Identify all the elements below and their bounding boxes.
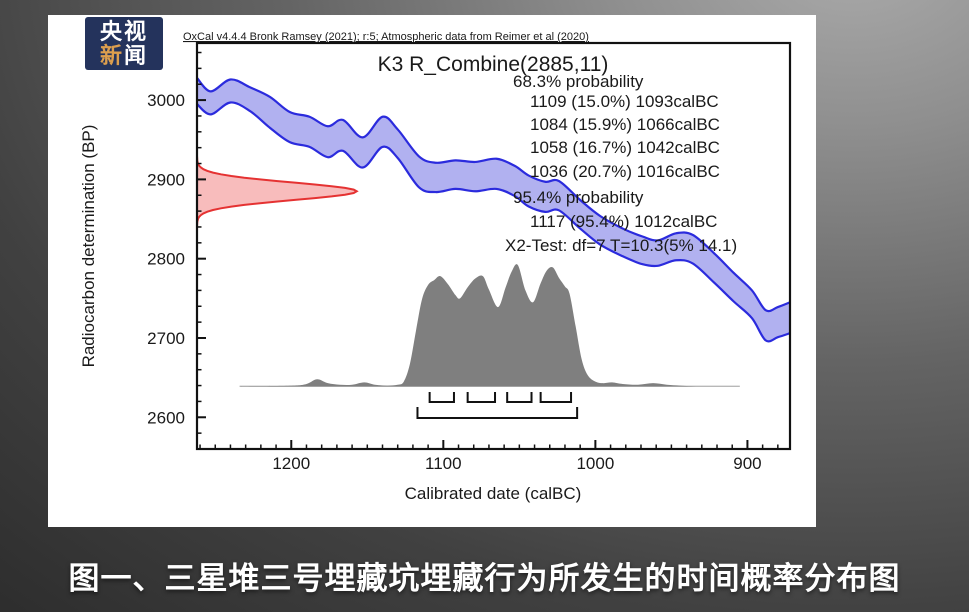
x-tick-label: 1100 [425,454,462,473]
calibration-band-fill [197,77,790,342]
posterior-distribution [239,264,733,387]
plot-frame-border [195,41,792,451]
attribution-text: OxCal v4.4.4 Bronk Ramsey (2021); r:5; A… [183,31,589,43]
probability-line: 1109 (15.0%) 1093calBC [530,92,719,111]
y-tick-label: 2900 [147,170,185,189]
chart-canvas: 1200 1100 1000 900 3000 2900 2800 2700 2600 OxCa… [48,15,816,527]
radiocarbon-likelihood [197,156,359,227]
plot-clip-group [197,77,790,388]
cctv-news-logo: 央视 新闻 [85,17,163,70]
probability-line: 68.3% probability [513,72,644,91]
probability-line: 1058 (16.7%) 1042calBC [530,138,720,157]
range-bracket-95 [416,407,579,419]
chart-title: K3 R_Combine(2885,11) [378,53,609,76]
range-bracket-68 [466,392,497,403]
y-tick-label: 2700 [147,329,185,348]
x-tick-label: 900 [733,454,761,473]
probability-line: X2-Test: df=7 T=10.3(5% 14.1) [505,236,737,255]
logo-row1: 央视 [99,18,148,44]
probability-line: 1117 (95.4%) 1012calBC [530,212,717,231]
x-axis-label: Calibrated date (calBC) [405,484,582,503]
y-axis-label: Radiocarbon determination (BP) [79,125,98,368]
logo-rest-char: 闻 [124,42,149,68]
range-bracket-68 [539,392,573,403]
y-tick-label: 2600 [147,408,185,427]
x-tick-label: 1200 [272,454,310,473]
y-tick-label: 2800 [147,250,185,269]
x-tick-label: 1000 [576,454,614,473]
calibration-band-bottom-edge [197,101,790,343]
plot-layers: 1200 1100 1000 900 3000 2900 2800 2700 2600 [147,41,792,473]
probability-line: 95.4% probability [513,188,644,207]
probability-line: 1036 (20.7%) 1016calBC [530,162,720,181]
oxcal-chart: 1200 1100 1000 900 3000 2900 2800 2700 2600 OxCa… [79,31,792,503]
logo-accent-char: 新 [99,42,124,68]
logo-row2: 新闻 [99,42,149,68]
calibration-band-top-edge [197,77,790,313]
probability-line: 1084 (15.9%) 1066calBC [530,115,720,134]
range-bracket-68 [506,392,533,403]
figure-caption: 图一、三星堆三号埋藏坑埋藏行为所发生的时间概率分布图 [68,561,901,596]
y-tick-label: 3000 [147,91,185,110]
range-bracket-68 [428,392,455,403]
